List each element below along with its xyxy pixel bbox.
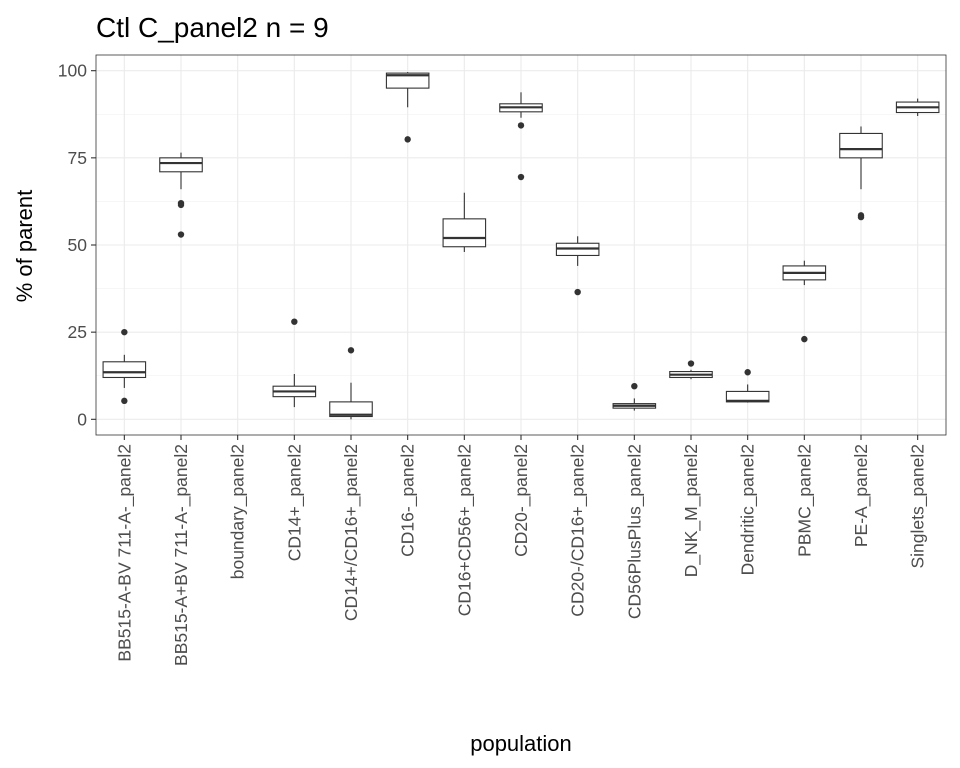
x-tick-label: BB515-A-BV 711-A-_panel2	[114, 444, 135, 662]
x-tick-label: CD14+_panel2	[284, 444, 305, 561]
x-axis-title: population	[470, 731, 572, 756]
outlier-point	[177, 231, 185, 238]
outlier-point	[574, 288, 581, 296]
box	[385, 72, 430, 89]
x-tick-label: Singlets_panel2	[908, 444, 929, 569]
x-tick-label: CD14+/CD16+_panel2	[341, 444, 362, 621]
y-tick-label: 75	[68, 148, 87, 168]
outlier-point	[517, 122, 525, 129]
outlier-point	[347, 347, 355, 354]
outlier-point	[404, 136, 411, 143]
outlier-point	[801, 335, 808, 343]
y-tick-label: 50	[68, 235, 88, 255]
box	[442, 218, 487, 248]
outlier-point	[177, 201, 185, 209]
outlier-point	[687, 360, 695, 367]
plot-area: 0 25 50 75 100 BB515-A-BV 711-A-_panel2 BB515-…	[58, 54, 947, 666]
y-tick-label: 100	[58, 61, 87, 81]
x-tick-label: CD20-_panel2	[511, 444, 532, 557]
x-tick-label: boundary_panel2	[228, 444, 249, 579]
x-tick-label: Dendritic_panel2	[738, 444, 759, 575]
x-tick-label: CD16+CD56+_panel2	[454, 444, 475, 616]
y-tick-label: 25	[68, 322, 87, 342]
y-tick-label: 0	[77, 409, 87, 429]
outlier-point	[631, 382, 638, 390]
y-axis-title: % of parent	[12, 190, 37, 303]
box	[102, 361, 147, 379]
x-tick-label: CD20-/CD16+_panel2	[568, 444, 589, 617]
outlier-point	[857, 213, 865, 221]
x-tick-label: PBMC_panel2	[794, 444, 815, 557]
x-tick-label: D_NK_M_panel2	[681, 444, 702, 577]
chart-title: Ctl C_panel2 n = 9	[96, 12, 329, 43]
outlier-point	[121, 328, 128, 336]
x-tick-label: BB515-A+BV 711-A-_panel2	[171, 444, 192, 666]
x-tick-label: CD16-_panel2	[398, 444, 419, 557]
outlier-point	[517, 173, 525, 181]
box	[159, 157, 203, 173]
box	[329, 401, 373, 418]
x-tick-label: CD56PlusPlus_panel2	[624, 444, 645, 619]
x-tick-label: PE-A_panel2	[851, 444, 872, 547]
outlier-point	[744, 369, 751, 376]
box	[839, 132, 883, 159]
outlier-point	[121, 397, 128, 405]
outlier-point	[291, 318, 298, 325]
